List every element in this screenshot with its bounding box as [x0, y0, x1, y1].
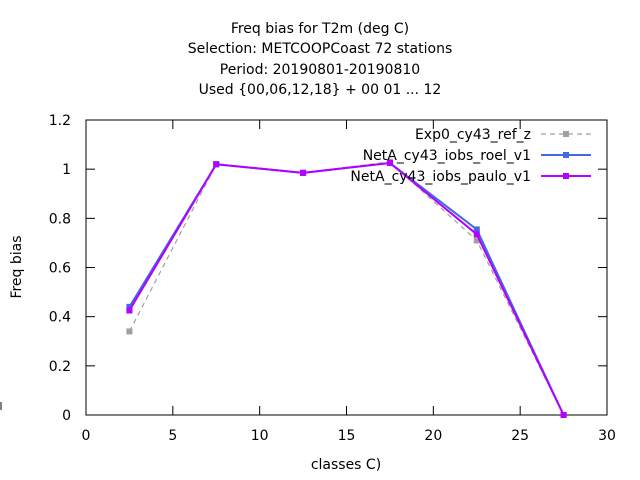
- data-point: [386, 160, 393, 167]
- plot-frame: [85, 119, 608, 416]
- x-tick-label: 20: [424, 428, 442, 444]
- title-line-2: Selection: METCOOPCoast 72 stations: [187, 41, 453, 57]
- legend-label: NetA_cy43_iobs_paulo_v1: [350, 169, 531, 185]
- legend-marker: [563, 152, 569, 158]
- series-layer: [126, 158, 567, 418]
- data-point: [126, 307, 133, 314]
- title-line-3: Period: 20190801-20190810: [219, 62, 421, 78]
- x-tick-label: 5: [168, 428, 177, 444]
- data-point: [473, 237, 480, 244]
- x-tick-label: 30: [598, 428, 616, 444]
- y-tick-label: 0.8: [49, 211, 71, 227]
- y-tick-label: 0.4: [49, 310, 71, 326]
- legend-label: Exp0_cy43_ref_z: [415, 127, 531, 143]
- data-point: [560, 412, 567, 418]
- y-tick-label: 1.2: [49, 113, 71, 129]
- series-line: [128, 161, 565, 416]
- x-tick-label: 25: [511, 428, 529, 444]
- x-tick-label: 15: [338, 428, 356, 444]
- data-point: [126, 328, 133, 335]
- legend-marker: [563, 173, 569, 179]
- y-tick-label: 0.2: [49, 359, 71, 375]
- title-line-4: Used {00,06,12,18} + 00 01 ... 12: [198, 82, 442, 98]
- x-axis-label: classes C): [311, 457, 381, 473]
- data-point: [473, 231, 480, 238]
- data-point: [473, 226, 480, 233]
- x-tick-label: 0: [82, 428, 91, 444]
- data-point: [300, 169, 307, 176]
- legend: Exp0_cy43_ref_z NetA_cy43_iobs_roel_v1 Net…: [350, 127, 591, 185]
- legend-label: NetA_cy43_iobs_roel_v1: [363, 148, 531, 164]
- y-tick-label: 1: [62, 162, 71, 178]
- legend-marker: [563, 131, 569, 137]
- y-axis-label: Freq bias: [9, 235, 25, 298]
- title-line-1: Freq bias for T2m (deg C): [230, 21, 410, 37]
- x-tick-label: 10: [251, 428, 269, 444]
- y-tick-label: 0: [62, 408, 71, 424]
- y-tick-label: 0.6: [49, 261, 71, 277]
- data-point: [126, 303, 133, 310]
- data-point: [213, 161, 220, 168]
- axis-ticks: 0 5 10 15 20 25 30 0 0.2 0.4 0.6 0.8 1 1.2: [49, 113, 616, 444]
